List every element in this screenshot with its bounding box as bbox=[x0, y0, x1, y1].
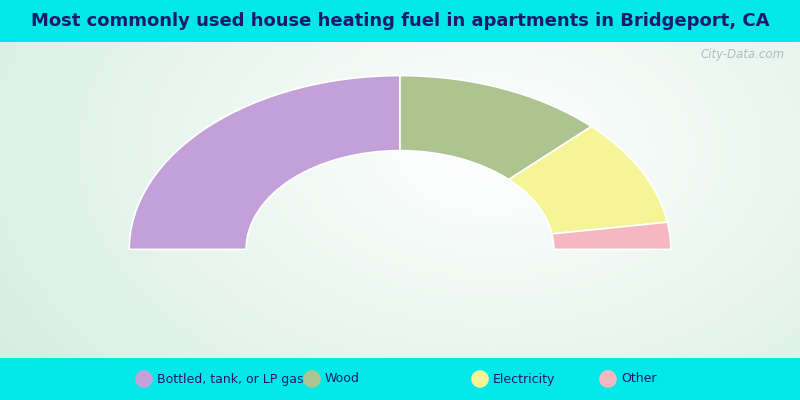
Wedge shape bbox=[130, 76, 400, 249]
Text: Electricity: Electricity bbox=[493, 372, 555, 386]
Ellipse shape bbox=[599, 370, 617, 388]
Wedge shape bbox=[509, 126, 667, 234]
Ellipse shape bbox=[471, 370, 489, 388]
Text: Most commonly used house heating fuel in apartments in Bridgeport, CA: Most commonly used house heating fuel in… bbox=[30, 12, 770, 30]
Wedge shape bbox=[400, 76, 591, 180]
Text: Wood: Wood bbox=[325, 372, 360, 386]
Ellipse shape bbox=[135, 370, 153, 388]
Text: Other: Other bbox=[621, 372, 656, 386]
Text: City-Data.com: City-Data.com bbox=[701, 48, 785, 61]
Wedge shape bbox=[552, 222, 670, 249]
Text: Bottled, tank, or LP gas: Bottled, tank, or LP gas bbox=[157, 372, 303, 386]
Ellipse shape bbox=[303, 370, 321, 388]
